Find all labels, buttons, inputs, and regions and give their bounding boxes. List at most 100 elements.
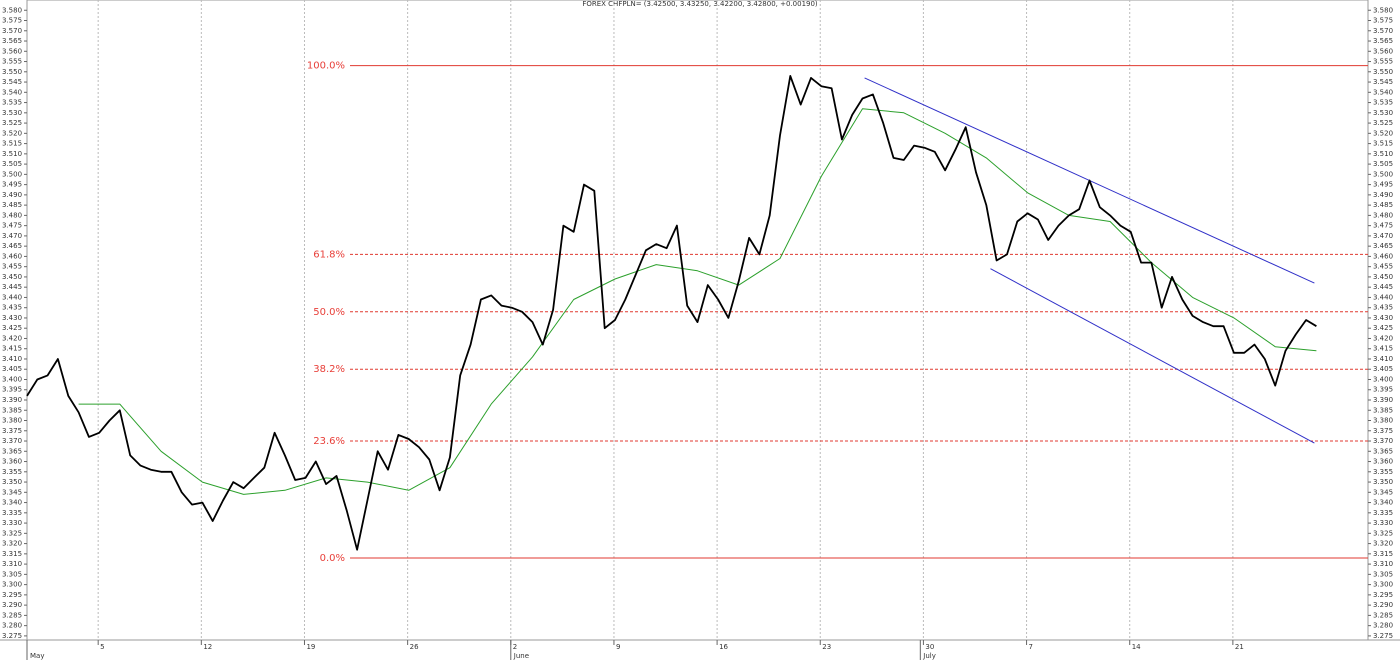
x-tick-label: 7 [1029,643,1033,651]
y-tick-label: 3.460 [2,252,22,260]
y-tick-label: 3.435 [1373,304,1393,312]
y-tick-label: 3.295 [2,591,22,599]
y-tick-label: 3.475 [2,222,22,230]
y-tick-label: 3.295 [1373,591,1393,599]
y-tick-label: 3.390 [1373,396,1393,404]
y-tick-label: 3.450 [1373,273,1393,281]
y-tick-label: 3.410 [2,355,22,363]
y-tick-label: 3.560 [1373,47,1393,55]
y-tick-label: 3.540 [2,88,22,96]
month-label: June [513,652,529,660]
y-tick-label: 3.500 [1373,170,1393,178]
fib-level-label: 61.8% [313,249,345,260]
y-tick-label: 3.485 [2,201,22,209]
y-tick-label: 3.380 [1373,417,1393,425]
x-tick-label: 9 [616,643,620,651]
y-tick-label: 3.435 [2,304,22,312]
y-tick-label: 3.580 [2,6,22,14]
y-tick-label: 3.580 [1373,6,1393,14]
y-tick-label: 3.535 [1373,99,1393,107]
month-label: May [30,652,44,660]
y-tick-label: 3.300 [1373,581,1393,589]
y-tick-label: 3.400 [1373,375,1393,383]
y-tick-label: 3.495 [1373,181,1393,189]
y-tick-label: 3.530 [1373,109,1393,117]
y-tick-label: 3.305 [2,570,22,578]
y-tick-label: 3.320 [2,540,22,548]
y-tick-label: 3.490 [2,191,22,199]
y-tick-label: 3.330 [1373,519,1393,527]
month-label: July [922,652,936,660]
y-tick-label: 3.575 [1373,17,1393,25]
y-tick-label: 3.405 [1373,365,1393,373]
y-tick-label: 3.335 [1373,509,1393,517]
y-tick-label: 3.425 [1373,324,1393,332]
fib-level-label: 50.0% [313,307,345,318]
y-tick-label: 3.565 [1373,37,1393,45]
fib-level-label: 100.0% [307,61,345,72]
y-tick-label: 3.325 [2,529,22,537]
y-tick-label: 3.520 [2,129,22,137]
y-tick-label: 3.460 [1373,252,1393,260]
y-tick-label: 3.485 [1373,201,1393,209]
x-tick-label: 5 [100,643,104,651]
y-tick-label: 3.455 [2,263,22,271]
y-tick-label: 3.385 [1373,406,1393,414]
y-tick-label: 3.290 [1373,601,1393,609]
y-tick-label: 3.490 [1373,191,1393,199]
y-tick-label: 3.560 [2,47,22,55]
y-tick-label: 3.315 [1373,550,1393,558]
y-tick-label: 3.355 [2,468,22,476]
y-tick-label: 3.280 [1373,622,1393,630]
y-tick-label: 3.420 [1373,334,1393,342]
y-tick-label: 3.355 [1373,468,1393,476]
y-tick-label: 3.450 [2,273,22,281]
y-tick-label: 3.395 [1373,386,1393,394]
y-tick-label: 3.550 [1373,68,1393,76]
y-tick-label: 3.500 [2,170,22,178]
y-tick-label: 3.465 [1373,242,1393,250]
y-tick-label: 3.375 [2,427,22,435]
y-tick-label: 3.510 [1373,150,1393,158]
y-tick-label: 3.470 [1373,232,1393,240]
y-tick-label: 3.330 [2,519,22,527]
y-tick-label: 3.370 [2,437,22,445]
y-tick-label: 3.570 [1373,27,1393,35]
x-tick-label: 21 [1235,643,1244,651]
y-tick-label: 3.520 [1373,129,1393,137]
y-tick-label: 3.545 [1373,78,1393,86]
y-tick-label: 3.360 [2,458,22,466]
y-tick-label: 3.380 [2,417,22,425]
y-tick-label: 3.405 [2,365,22,373]
y-tick-label: 3.280 [2,622,22,630]
x-tick-label: 19 [306,643,315,651]
y-tick-label: 3.480 [2,211,22,219]
y-tick-label: 3.425 [2,324,22,332]
x-tick-label: 26 [410,643,419,651]
y-tick-label: 3.310 [1373,560,1393,568]
y-tick-label: 3.535 [2,99,22,107]
y-tick-label: 3.335 [2,509,22,517]
y-tick-label: 3.275 [2,632,22,640]
fib-level-label: 23.6% [313,436,345,447]
y-tick-label: 3.495 [2,181,22,189]
price-line [26,75,1317,551]
x-tick-label: 30 [925,643,934,651]
y-tick-label: 3.320 [1373,540,1393,548]
y-tick-label: 3.575 [2,17,22,25]
y-tick-label: 3.510 [2,150,22,158]
x-tick-label: 23 [822,643,831,651]
y-tick-label: 3.540 [1373,88,1393,96]
y-tick-label: 3.350 [2,478,22,486]
y-tick-label: 3.345 [1373,488,1393,496]
y-tick-label: 3.360 [1373,458,1393,466]
y-tick-label: 3.430 [1373,314,1393,322]
y-tick-label: 3.290 [2,601,22,609]
y-tick-label: 3.345 [2,488,22,496]
y-tick-label: 3.300 [2,581,22,589]
y-tick-label: 3.395 [2,386,22,394]
y-tick-label: 3.285 [1373,611,1393,619]
y-tick-label: 3.515 [2,140,22,148]
y-tick-label: 3.525 [1373,119,1393,127]
y-tick-label: 3.445 [1373,283,1393,291]
